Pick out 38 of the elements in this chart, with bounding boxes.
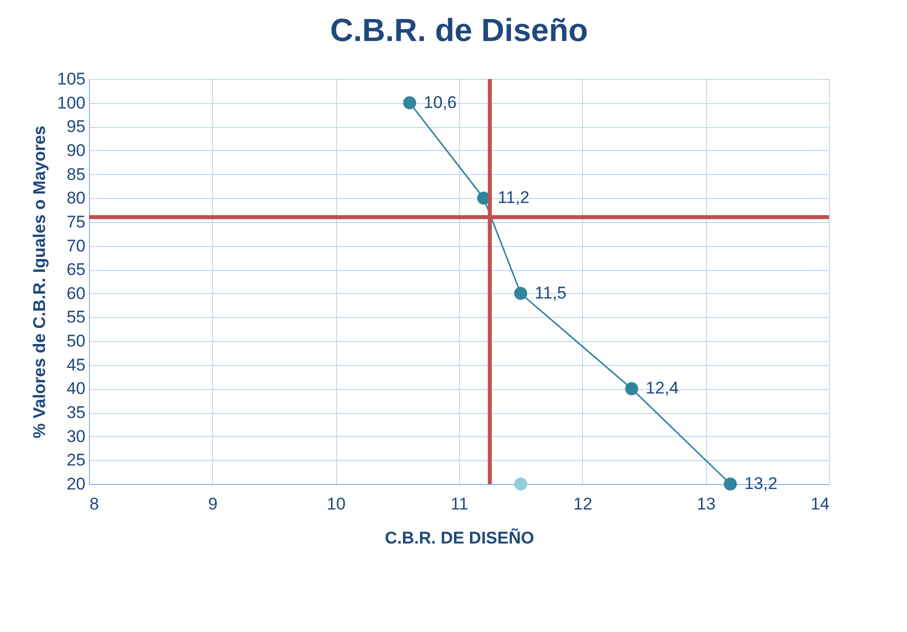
point <box>514 477 528 491</box>
y-tick-label: 25 <box>66 450 86 470</box>
point <box>514 286 528 300</box>
y-tick-label: 70 <box>66 236 86 256</box>
annotation: 10,6 <box>424 92 457 112</box>
y-tick-label: 85 <box>66 164 86 184</box>
y-tick-label: 105 <box>57 70 86 88</box>
y-tick-label: 55 <box>66 308 86 327</box>
y-tick-label: 80 <box>66 188 86 208</box>
chart-title: C.B.R. de Diseño <box>330 12 588 48</box>
y-tick-label: 40 <box>66 379 86 398</box>
x-tick-label: 8 <box>90 494 99 514</box>
y-tick-label: 95 <box>66 117 86 136</box>
y-tick-label: 35 <box>66 403 86 422</box>
point <box>625 382 638 396</box>
x-tick-label: 11 <box>450 494 468 514</box>
y-tick-label: 90 <box>66 140 86 160</box>
y-tick-label: 60 <box>66 284 86 303</box>
annotation: 11,5 <box>534 283 566 302</box>
y-tick-label: 20 <box>66 474 86 494</box>
y-tick-label: 75 <box>66 212 86 232</box>
point <box>724 477 737 491</box>
x-tick-label: 9 <box>208 494 218 514</box>
point <box>403 96 416 110</box>
x-tick-label: 13 <box>696 494 716 514</box>
y-tick-label: 30 <box>66 426 86 446</box>
y-tick-label: 45 <box>66 355 86 374</box>
annotation: 11,2 <box>498 188 530 208</box>
y-tick-label: 65 <box>66 260 86 280</box>
x-tick-label: 14 <box>810 494 830 514</box>
annotation: 12,4 <box>646 378 679 398</box>
x-tick-label: 12 <box>573 494 592 514</box>
annotation: 13,2 <box>744 474 778 493</box>
y-tick-label: 50 <box>66 332 86 351</box>
y-axis-title: % Valores de C.B.R. Iguales o Mayores <box>30 126 50 438</box>
y-tick-label: 100 <box>57 93 86 112</box>
x-axis-title: C.B.R. DE DISEÑO <box>384 528 534 548</box>
x-tick-label: 10 <box>326 494 346 514</box>
